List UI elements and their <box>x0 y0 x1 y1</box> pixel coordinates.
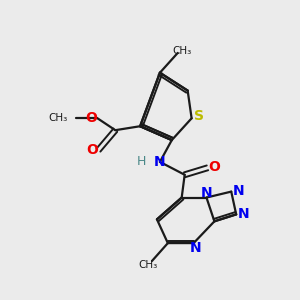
Text: CH₃: CH₃ <box>49 113 68 123</box>
Text: O: O <box>85 111 98 125</box>
Text: CH₃: CH₃ <box>172 46 191 56</box>
Text: N: N <box>232 184 244 198</box>
Text: N: N <box>154 155 166 169</box>
Text: CH₃: CH₃ <box>138 260 158 270</box>
Text: O: O <box>87 143 98 157</box>
Text: N: N <box>237 207 249 221</box>
Text: N: N <box>190 241 201 255</box>
Text: S: S <box>194 109 203 123</box>
Text: N: N <box>201 186 212 200</box>
Text: H: H <box>136 155 146 168</box>
Text: O: O <box>208 160 220 174</box>
